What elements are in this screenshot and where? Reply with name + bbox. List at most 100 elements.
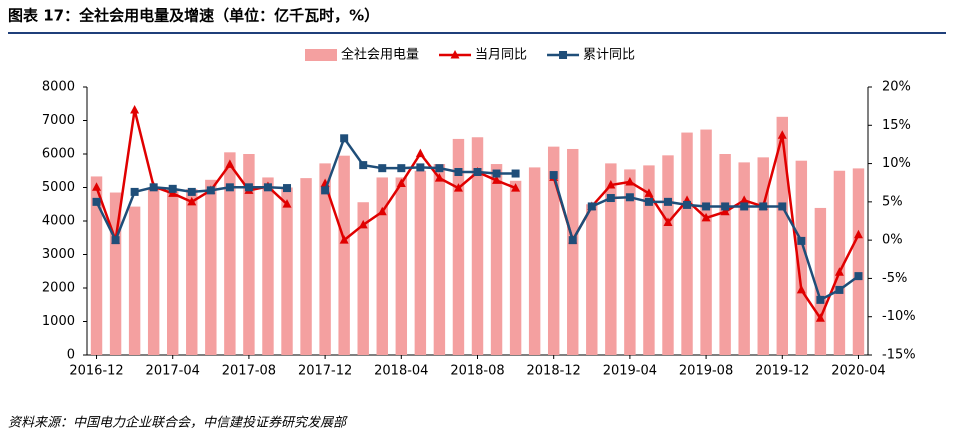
bar <box>547 146 560 355</box>
line-marker <box>149 183 158 192</box>
x-tick-label: 2016-12 <box>69 364 123 379</box>
x-tick-label: 2019-08 <box>679 364 733 379</box>
line-marker <box>187 196 197 206</box>
y2-tick-label: -15% <box>882 348 916 363</box>
bar <box>224 152 236 355</box>
bar <box>300 178 312 355</box>
line-marker <box>797 236 806 245</box>
bar <box>586 204 598 355</box>
line-marker <box>549 171 558 180</box>
line-marker <box>415 148 425 158</box>
line-marker <box>834 267 844 276</box>
line-marker <box>453 183 463 192</box>
line-marker <box>473 167 482 176</box>
line-marker <box>92 197 101 206</box>
line-marker <box>416 163 425 172</box>
line-marker <box>721 202 730 211</box>
x-tick-label: 2019-12 <box>755 364 809 379</box>
line-marker <box>559 51 568 59</box>
y2-tick-label: 15% <box>882 118 911 133</box>
bar <box>338 155 350 355</box>
y2-tick-label: 5% <box>882 194 903 209</box>
bar <box>662 155 674 355</box>
x-tick-label: 2020-04 <box>831 364 885 379</box>
bar <box>643 165 655 355</box>
line-marker <box>816 295 825 304</box>
line-marker <box>130 187 139 196</box>
bar <box>319 163 331 355</box>
line-marker <box>606 180 616 189</box>
line-marker <box>225 159 235 168</box>
line-marker <box>606 194 615 203</box>
line-marker <box>853 229 863 239</box>
y2-tick-label: 0% <box>882 233 903 248</box>
line-marker <box>777 130 787 139</box>
y2-tick-label: 10% <box>882 156 911 171</box>
line-marker <box>815 313 825 322</box>
line-marker <box>492 175 502 184</box>
bar <box>490 164 503 355</box>
bar <box>509 180 522 355</box>
line-marker <box>625 193 634 202</box>
bar <box>186 189 198 355</box>
x-tick-label: 2019-04 <box>603 364 657 379</box>
line-marker <box>206 186 215 195</box>
line-marker <box>187 187 196 196</box>
bar <box>814 207 827 355</box>
bar <box>205 179 217 355</box>
line-marker <box>778 202 787 211</box>
bar <box>795 160 808 355</box>
line-marker <box>130 104 140 114</box>
line-marker <box>396 178 406 187</box>
x-tick-label: 2017-08 <box>222 364 276 379</box>
line-marker <box>283 184 292 193</box>
y-tick-label: 0 <box>67 348 75 363</box>
bar <box>167 189 179 355</box>
bar <box>414 170 427 355</box>
bar <box>605 163 617 355</box>
line-marker <box>511 183 521 192</box>
bar <box>281 187 293 355</box>
y-tick-label: 3000 <box>42 247 75 262</box>
line-marker <box>663 197 672 206</box>
bar <box>681 132 693 355</box>
line-marker <box>644 197 653 206</box>
bar <box>109 192 122 355</box>
bar <box>528 167 541 355</box>
line-marker <box>759 202 768 211</box>
line-marker <box>378 164 387 173</box>
x-tick-label: 2018-12 <box>527 364 581 379</box>
line-marker <box>702 202 711 211</box>
line-marker <box>587 202 596 211</box>
source-note: 资料来源：中国电力企业联合会，中信建投证券研究发展部 <box>8 415 348 431</box>
line-marker <box>663 217 673 227</box>
bar <box>776 116 788 355</box>
line-marker <box>740 202 749 211</box>
line-marker <box>450 50 460 59</box>
y2-tick-label: -10% <box>882 309 916 324</box>
line-marker <box>835 285 844 294</box>
line-marker <box>568 236 577 245</box>
line-marker <box>683 200 692 209</box>
line-marker <box>492 169 501 178</box>
bar <box>90 176 103 355</box>
chart-title: 图表 17：全社会用电量及增速（单位：亿千瓦时，%） <box>8 7 379 25</box>
line-marker <box>511 169 520 178</box>
y-tick-label: 5000 <box>42 180 75 195</box>
x-tick-label: 2018-08 <box>450 364 504 379</box>
line-marker <box>339 235 349 244</box>
line-marker <box>739 195 749 204</box>
bar <box>567 148 579 355</box>
legend-swatch <box>305 49 337 61</box>
line-marker <box>321 186 330 195</box>
line-marker <box>854 272 863 281</box>
x-tick-label: 2017-12 <box>298 364 352 379</box>
line-marker <box>111 236 120 245</box>
line-marker <box>796 284 806 294</box>
bar <box>357 202 369 355</box>
bar <box>833 170 846 355</box>
bar <box>757 157 769 355</box>
y2-tick-label: -5% <box>882 271 907 286</box>
line-marker <box>244 183 253 192</box>
